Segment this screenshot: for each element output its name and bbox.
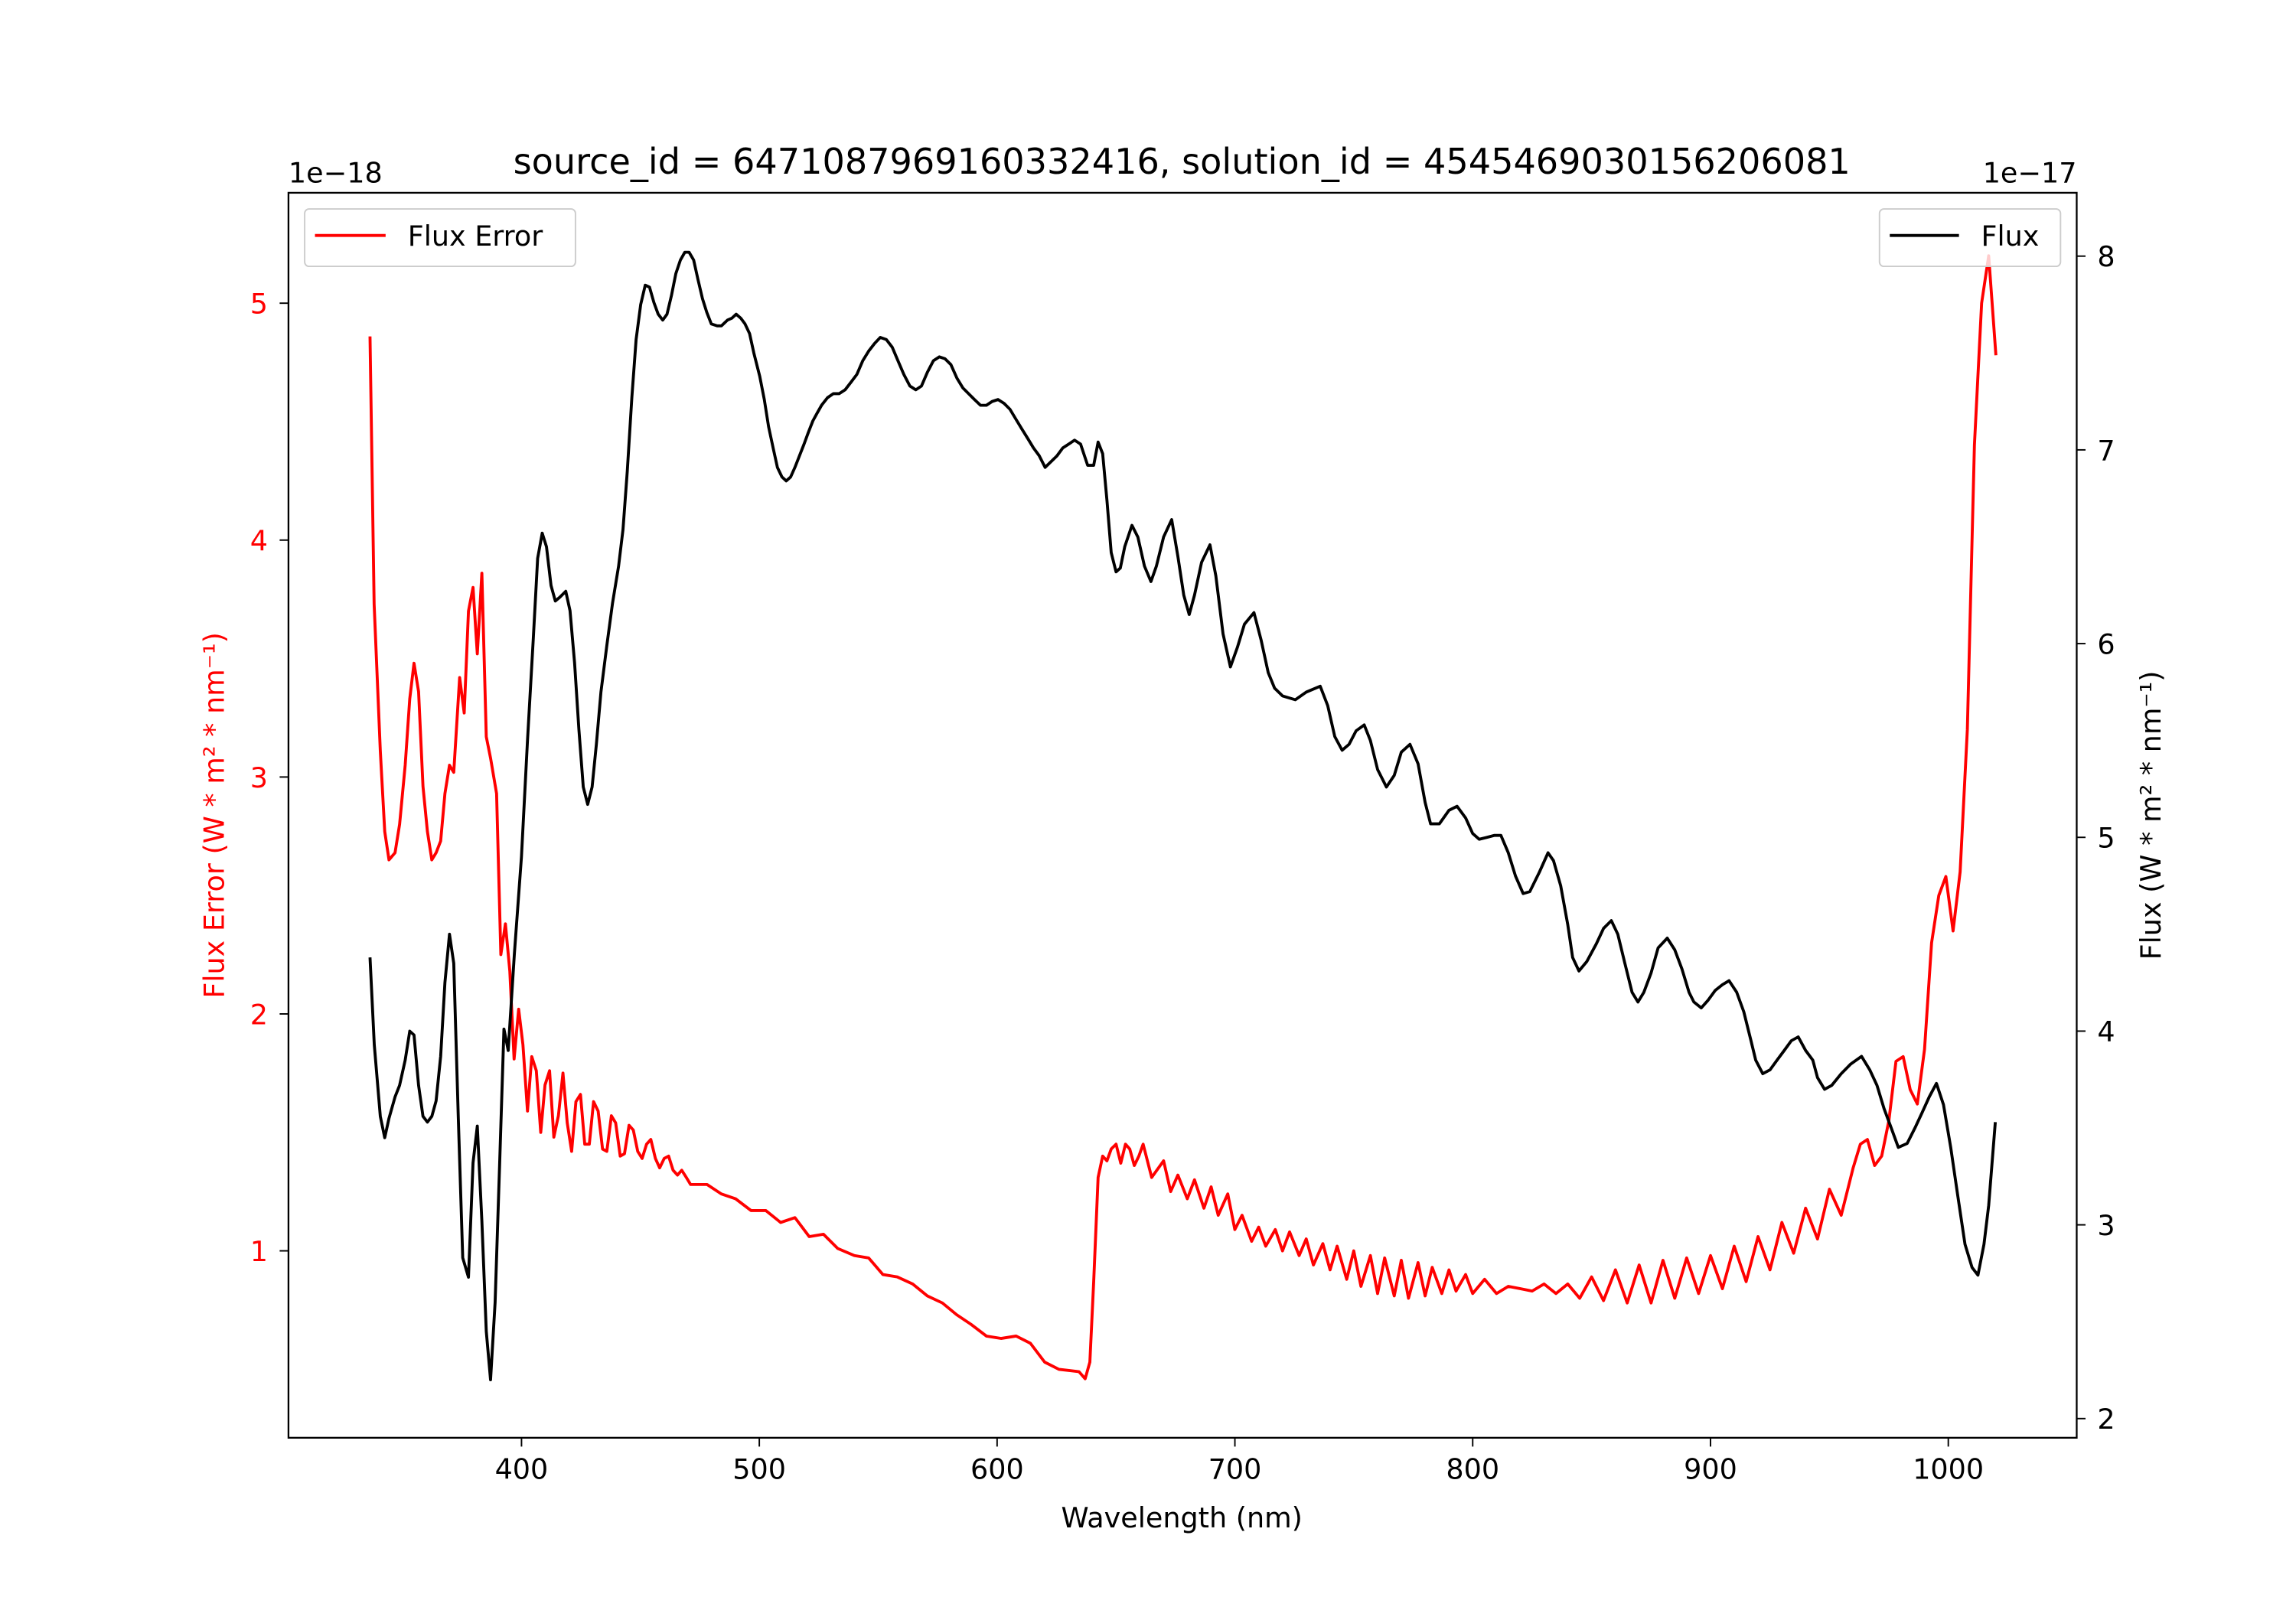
left-y-axis-label: Flux Error (W * m² * nm⁻¹) <box>197 632 230 999</box>
right-y-tick-label: 3 <box>2097 1209 2115 1242</box>
left-y-tick-label: 5 <box>250 288 268 321</box>
legend-flux-error: Flux Error <box>304 208 576 268</box>
x-tick-label: 600 <box>970 1453 1024 1486</box>
right-offset-label: 1e−17 <box>1983 156 2077 189</box>
legend-box <box>1878 208 2062 268</box>
left-offset-label: 1e−18 <box>289 156 383 189</box>
x-tick-label: 700 <box>1208 1453 1262 1486</box>
series-line-flux <box>368 250 1998 1381</box>
right-y-axis-ticks: 2 3 4 5 6 7 8 <box>2076 240 2115 1436</box>
x-axis-label: Wavelength (nm) <box>1062 1501 1303 1534</box>
legend-box <box>304 208 576 268</box>
right-y-tick-label: 8 <box>2097 240 2115 273</box>
left-y-tick-label: 1 <box>250 1235 268 1268</box>
x-tick-label: 900 <box>1684 1453 1737 1486</box>
series-line-flux-error <box>368 254 1998 1380</box>
x-axis-ticks: 400 500 600 700 800 900 1000 <box>495 1437 1984 1486</box>
right-y-axis-label: Flux (W * m² * nm⁻¹) <box>2135 670 2167 960</box>
x-tick-label: 800 <box>1446 1453 1499 1486</box>
right-y-tick-label: 6 <box>2097 628 2115 661</box>
right-y-tick-label: 2 <box>2097 1403 2115 1436</box>
left-y-tick-label: 4 <box>250 524 268 557</box>
left-y-axis-ticks: 1 2 3 4 5 <box>250 288 289 1268</box>
right-y-tick-label: 7 <box>2097 434 2115 467</box>
x-tick-label: 400 <box>495 1453 549 1486</box>
right-y-tick-label: 4 <box>2097 1015 2115 1048</box>
right-y-tick-label: 5 <box>2097 822 2115 855</box>
left-y-tick-label: 2 <box>250 998 268 1031</box>
chart-title: source_id = 6471087969160332416, solutio… <box>514 141 1851 182</box>
legend-label-flux-error: Flux Error <box>408 220 544 253</box>
plot-lines <box>368 250 1998 1381</box>
x-tick-label: 500 <box>732 1453 786 1486</box>
axes-frame <box>287 191 2078 1439</box>
legend-label-flux: Flux <box>1981 220 2039 253</box>
left-y-tick-label: 3 <box>250 761 268 794</box>
x-tick-label: 1000 <box>1913 1453 1984 1486</box>
legend-flux: Flux <box>1878 208 2062 268</box>
